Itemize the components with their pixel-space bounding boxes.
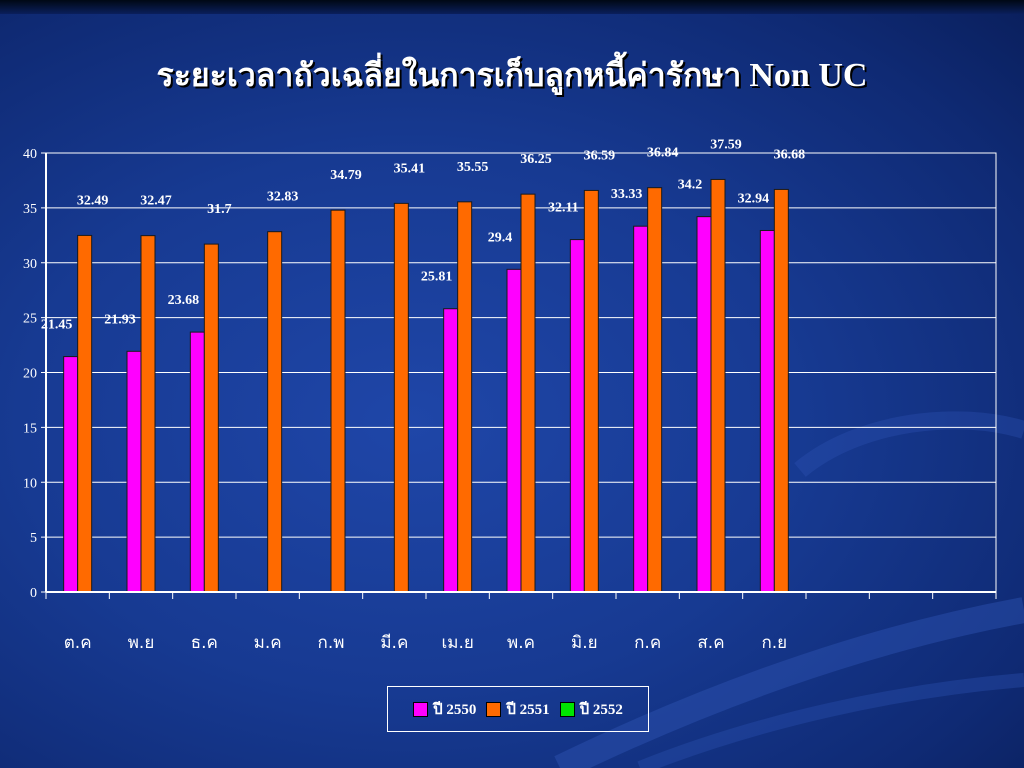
bar [633,225,649,593]
x-tick-label: ส.ค [697,633,724,653]
bar [140,235,156,593]
data-label: 29.4 [488,230,513,245]
x-tick-label: เม.ย [441,633,473,653]
bar [569,239,585,593]
data-label: 36.59 [584,148,616,163]
data-label: 23.68 [168,293,200,308]
y-tick-label: 30 [23,257,37,272]
y-tick-label: 0 [30,586,37,601]
data-label: 21.45 [41,318,73,333]
data-label: 34.79 [330,168,362,183]
y-tick-label: 20 [23,367,37,382]
y-tick-label: 25 [23,312,37,327]
data-label: 21.93 [104,312,136,327]
chart-title-latin: Non UC [749,57,868,94]
bar [773,188,789,593]
legend-label-2550: ปี 2550 [433,702,477,718]
bar [457,201,473,593]
data-label: 32.83 [267,190,299,205]
bar [759,229,775,593]
y-tick-label: 35 [23,202,37,217]
bar [267,231,283,593]
bar [710,178,726,593]
bar [583,189,599,593]
x-tick-label: ธ.ค [191,633,218,653]
axes: 0 5 10 15 20 25 30 35 40 ต.ค พ.ย ธ.ค ม.ค ก.พ มี.ค เม.ย พ… [23,147,997,653]
data-label: 32.47 [140,194,172,209]
legend-item-2551: ปี 2551 [486,697,550,721]
x-tick-label: พ.ค [507,633,535,653]
bar [330,209,346,593]
data-label: 33.33 [611,187,643,202]
x-tick-label: มี.ค [380,633,408,653]
bar [647,187,663,593]
x-tick-label: พ.ย [128,633,155,653]
legend-swatch-2550 [413,701,429,717]
x-tick-label: ก.ย [761,633,787,653]
legend-item-2550: ปี 2550 [413,697,476,721]
legend-item-2552: ปี 2552 [559,697,623,721]
data-label: 34.2 [678,178,703,193]
bar [696,216,712,593]
legend-swatch-2551 [486,701,502,717]
legend-swatch-2552 [559,701,575,717]
x-tick-label: ก.พ [318,633,345,653]
legend: ปี 2550 ปี 2551 ปี 2552 [387,686,649,732]
data-label: 25.81 [421,270,453,285]
y-tick-label: 5 [30,531,37,546]
data-label: 31.7 [207,202,232,217]
x-tick-label: ม.ค [254,633,282,653]
y-tick-label: 10 [23,476,37,491]
x-tick-label: ต.ค [64,633,92,653]
top-shade [0,0,1024,14]
bar [189,331,205,593]
bars [63,178,789,593]
data-label: 35.41 [394,161,426,176]
legend-label-2552: ปี 2552 [579,702,623,718]
bar [520,193,536,593]
bar [203,243,219,593]
data-label: 32.11 [548,201,579,216]
x-tick-label: ก.ค [634,633,661,653]
y-tick-label: 40 [23,147,37,162]
data-labels: 21.45 21.93 23.68 25.81 29.4 32.11 33.33 34.2 32… [41,137,805,332]
bar [443,308,459,593]
y-tick-label: 15 [23,421,37,436]
data-label: 32.49 [77,193,109,208]
data-label: 35.55 [457,160,489,175]
x-tick-label: มิ.ย [571,633,598,653]
bar [506,268,522,593]
data-label: 37.59 [710,137,742,152]
chart-title-thai: ระยะเวลาถัวเฉลี่ยในการเก็บลูกหนี้ค่ารักษ… [156,57,742,93]
data-label: 32.94 [738,191,770,206]
chart-title: ระยะเวลาถัวเฉลี่ยในการเก็บลูกหนี้ค่ารักษ… [0,50,1024,101]
legend-label-2551: ปี 2551 [506,702,550,718]
data-label: 36.25 [520,152,552,167]
data-label: 36.68 [774,147,806,162]
bar [126,350,142,593]
bar [393,202,409,593]
bar [77,234,93,593]
bar [63,356,79,593]
